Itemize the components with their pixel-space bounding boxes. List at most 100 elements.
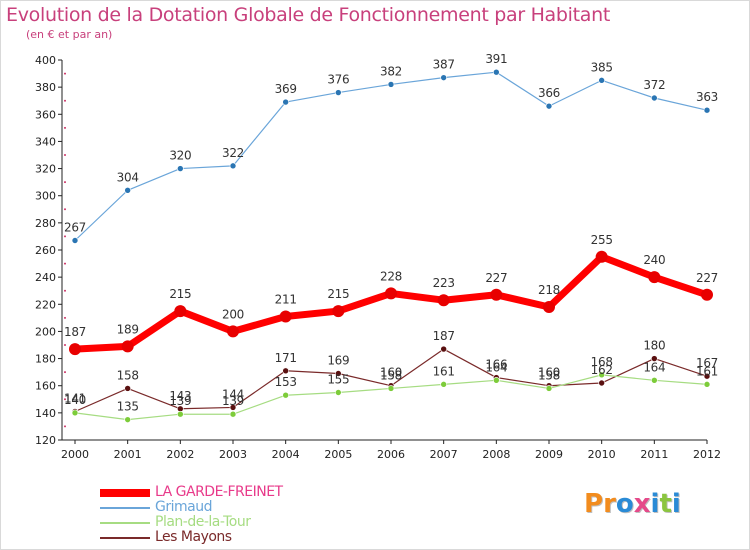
data-label-les-mayons: 171 — [275, 351, 297, 365]
y-tick-label: 340 — [35, 135, 56, 148]
data-point-plan-de-la-tour — [124, 416, 131, 423]
data-label-la-garde-freinet: 240 — [643, 253, 665, 267]
x-tick-label: 2008 — [482, 448, 510, 461]
data-point-les-mayons — [651, 355, 658, 362]
data-label-la-garde-freinet: 215 — [169, 287, 191, 301]
chart-title: Evolution de la Dotation Globale de Fonc… — [6, 4, 611, 26]
data-label-les-mayons: 143 — [169, 389, 191, 403]
data-label-les-mayons: 167 — [696, 356, 718, 370]
data-label-les-mayons: 141 — [64, 392, 86, 406]
data-label-plan-de-la-tour: 164 — [485, 360, 507, 374]
data-point-grimaud — [124, 186, 131, 194]
data-label-plan-de-la-tour: 140 — [64, 393, 86, 407]
y-minor-dot — [64, 208, 66, 211]
y-tick-label: 120 — [35, 434, 56, 447]
data-point-les-mayons — [703, 372, 711, 380]
data-point-la-garde-freinet — [437, 294, 450, 307]
data-label-les-mayons: 166 — [485, 358, 507, 372]
y-minor-dot — [64, 316, 66, 319]
data-point-plan-de-la-tour — [440, 381, 447, 388]
y-tick-label: 300 — [35, 190, 56, 203]
y-tick-label: 200 — [35, 325, 56, 338]
data-label-grimaud: 387 — [433, 58, 455, 72]
data-point-la-garde-freinet — [385, 287, 397, 300]
data-label-les-mayons: 180 — [643, 339, 665, 353]
data-label-grimaud: 304 — [117, 170, 139, 184]
data-point-plan-de-la-tour — [651, 376, 658, 384]
data-label-plan-de-la-tour: 158 — [538, 368, 560, 382]
legend-swatch-plan-de-la-tour — [100, 522, 150, 524]
data-point-plan-de-la-tour — [335, 389, 342, 396]
data-label-plan-de-la-tour: 168 — [591, 355, 613, 369]
logo-letter: o — [615, 489, 634, 519]
data-point-plan-de-la-tour — [598, 371, 605, 379]
y-minor-dot — [64, 262, 66, 265]
logo-letter: P — [584, 489, 604, 519]
data-label-grimaud: 320 — [169, 149, 191, 163]
logo-letter: i — [650, 489, 660, 519]
y-tick-label: 220 — [35, 298, 56, 311]
data-point-la-garde-freinet — [701, 288, 713, 301]
data-label-grimaud: 385 — [591, 60, 613, 74]
data-point-plan-de-la-tour — [177, 410, 184, 418]
data-label-la-garde-freinet: 227 — [485, 271, 507, 285]
legend-swatch-grimaud — [100, 507, 150, 509]
data-label-grimaud: 382 — [380, 64, 402, 78]
y-minor-dot — [64, 126, 66, 129]
data-label-plan-de-la-tour: 164 — [643, 360, 665, 374]
data-point-la-garde-freinet — [490, 288, 503, 301]
data-point-les-mayons — [124, 385, 131, 392]
data-point-les-mayons — [598, 379, 605, 387]
proxiti-logo: Proxiti — [584, 489, 681, 519]
data-point-la-garde-freinet — [227, 325, 239, 338]
data-label-les-mayons: 160 — [380, 366, 402, 380]
data-point-grimaud — [282, 98, 289, 106]
y-tick-label: 400 — [35, 54, 56, 67]
chart-subtitle: (en € et par an) — [26, 28, 113, 41]
y-tick-label: 180 — [35, 353, 56, 366]
data-point-grimaud — [177, 165, 184, 172]
data-point-la-garde-freinet — [69, 343, 81, 356]
legend-label-les-mayons: Les Mayons — [155, 529, 232, 545]
y-tick-label: 380 — [35, 81, 56, 94]
data-label-la-garde-freinet: 227 — [696, 271, 718, 285]
data-point-les-mayons — [440, 345, 447, 353]
data-label-grimaud: 363 — [696, 90, 718, 104]
y-minor-dot — [64, 235, 66, 238]
data-label-la-garde-freinet: 200 — [222, 307, 244, 321]
data-point-grimaud — [387, 81, 395, 88]
logo-letter: x — [633, 489, 651, 519]
y-tick-label: 240 — [35, 271, 56, 284]
x-tick-label: 2007 — [430, 448, 458, 461]
x-tick-label: 2003 — [219, 448, 247, 461]
data-point-grimaud — [229, 162, 237, 170]
data-label-grimaud: 372 — [643, 78, 665, 92]
data-label-plan-de-la-tour: 161 — [696, 364, 718, 378]
logo-letter: i — [671, 489, 681, 519]
y-minor-dot — [64, 154, 66, 156]
y-tick-label: 160 — [35, 380, 56, 393]
data-label-les-mayons: 144 — [222, 387, 244, 401]
y-tick-label: 320 — [35, 163, 56, 176]
legend-swatch-les-mayons — [100, 537, 150, 539]
y-minor-dot — [64, 181, 66, 184]
data-label-les-mayons: 160 — [538, 366, 560, 380]
y-minor-dot — [64, 398, 66, 401]
data-point-la-garde-freinet — [279, 310, 292, 323]
data-label-plan-de-la-tour: 135 — [117, 400, 139, 414]
data-label-plan-de-la-tour: 139 — [169, 394, 191, 408]
data-label-grimaud: 366 — [538, 86, 560, 100]
data-label-les-mayons: 162 — [591, 363, 613, 377]
data-label-la-garde-freinet: 211 — [275, 293, 297, 307]
data-label-les-mayons: 187 — [433, 329, 455, 343]
data-point-grimaud — [493, 68, 500, 76]
data-label-plan-de-la-tour: 155 — [327, 373, 349, 387]
y-tick-label: 360 — [35, 108, 56, 121]
x-tick-label: 2000 — [61, 448, 89, 461]
data-point-grimaud — [703, 106, 711, 114]
y-tick-label: 140 — [35, 407, 56, 420]
data-point-grimaud — [545, 102, 553, 110]
data-point-la-garde-freinet — [332, 305, 345, 318]
logo-letter: t — [659, 489, 672, 519]
data-label-la-garde-freinet: 218 — [538, 283, 560, 297]
